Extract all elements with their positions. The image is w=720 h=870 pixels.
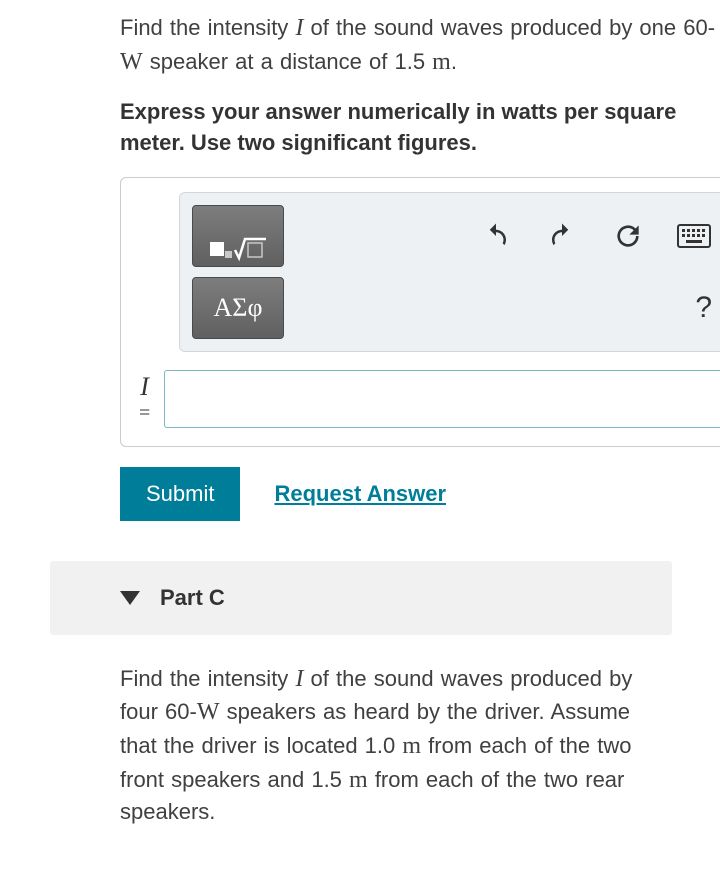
toolbar-row-2: ΑΣφ ? xyxy=(192,277,720,339)
submit-button[interactable]: Submit xyxy=(120,467,240,521)
main-container: Find the intensity I of the sound waves … xyxy=(0,0,720,828)
question-text-b: Find the intensity I of the sound waves … xyxy=(120,12,720,79)
unit-meter: m xyxy=(402,733,421,759)
reset-button[interactable] xyxy=(610,218,646,254)
text: . xyxy=(451,49,457,74)
instruction-text: Express your answer numerically in watts… xyxy=(120,97,720,159)
part-c-header[interactable]: Part C xyxy=(50,561,672,635)
text: Find the intensity xyxy=(120,666,295,691)
answer-input-row: I = xyxy=(139,370,720,428)
undo-icon xyxy=(481,221,511,251)
redo-button[interactable] xyxy=(544,218,580,254)
redo-icon xyxy=(547,221,577,251)
variable-i-label: I xyxy=(140,373,149,402)
part-c-title: Part C xyxy=(160,585,225,611)
caret-down-icon xyxy=(120,591,140,605)
keyboard-button[interactable] xyxy=(676,218,712,254)
submit-row: Submit Request Answer xyxy=(120,467,720,521)
variable-label: I = xyxy=(139,373,150,424)
unit-meter: m xyxy=(349,767,368,793)
undo-button[interactable] xyxy=(478,218,514,254)
unit-meter: m xyxy=(432,49,451,75)
toolbar-row-1 xyxy=(192,205,720,267)
sqrt-template-icon xyxy=(208,232,268,262)
unit-watt: W xyxy=(120,49,143,75)
text: of the sound waves produced by one 60- xyxy=(303,15,715,40)
unit-watt: W xyxy=(197,699,220,725)
keyboard-icon xyxy=(677,224,711,248)
help-button[interactable]: ? xyxy=(695,291,720,325)
equation-toolbar: ΑΣφ ? xyxy=(179,192,720,352)
question-text-c: Find the intensity I of the sound waves … xyxy=(120,663,720,828)
text: Find the intensity xyxy=(120,15,295,40)
reset-icon xyxy=(612,220,644,252)
answer-input[interactable] xyxy=(164,370,720,428)
answer-panel: ΑΣφ ? I = xyxy=(120,177,720,447)
greek-button[interactable]: ΑΣφ xyxy=(192,277,284,339)
template-button[interactable] xyxy=(192,205,284,267)
toolbar-actions xyxy=(478,218,720,254)
request-answer-link[interactable]: Request Answer xyxy=(274,481,446,507)
equals-sign: = xyxy=(139,402,150,424)
text: speaker at a distance of 1.5 xyxy=(143,49,433,74)
